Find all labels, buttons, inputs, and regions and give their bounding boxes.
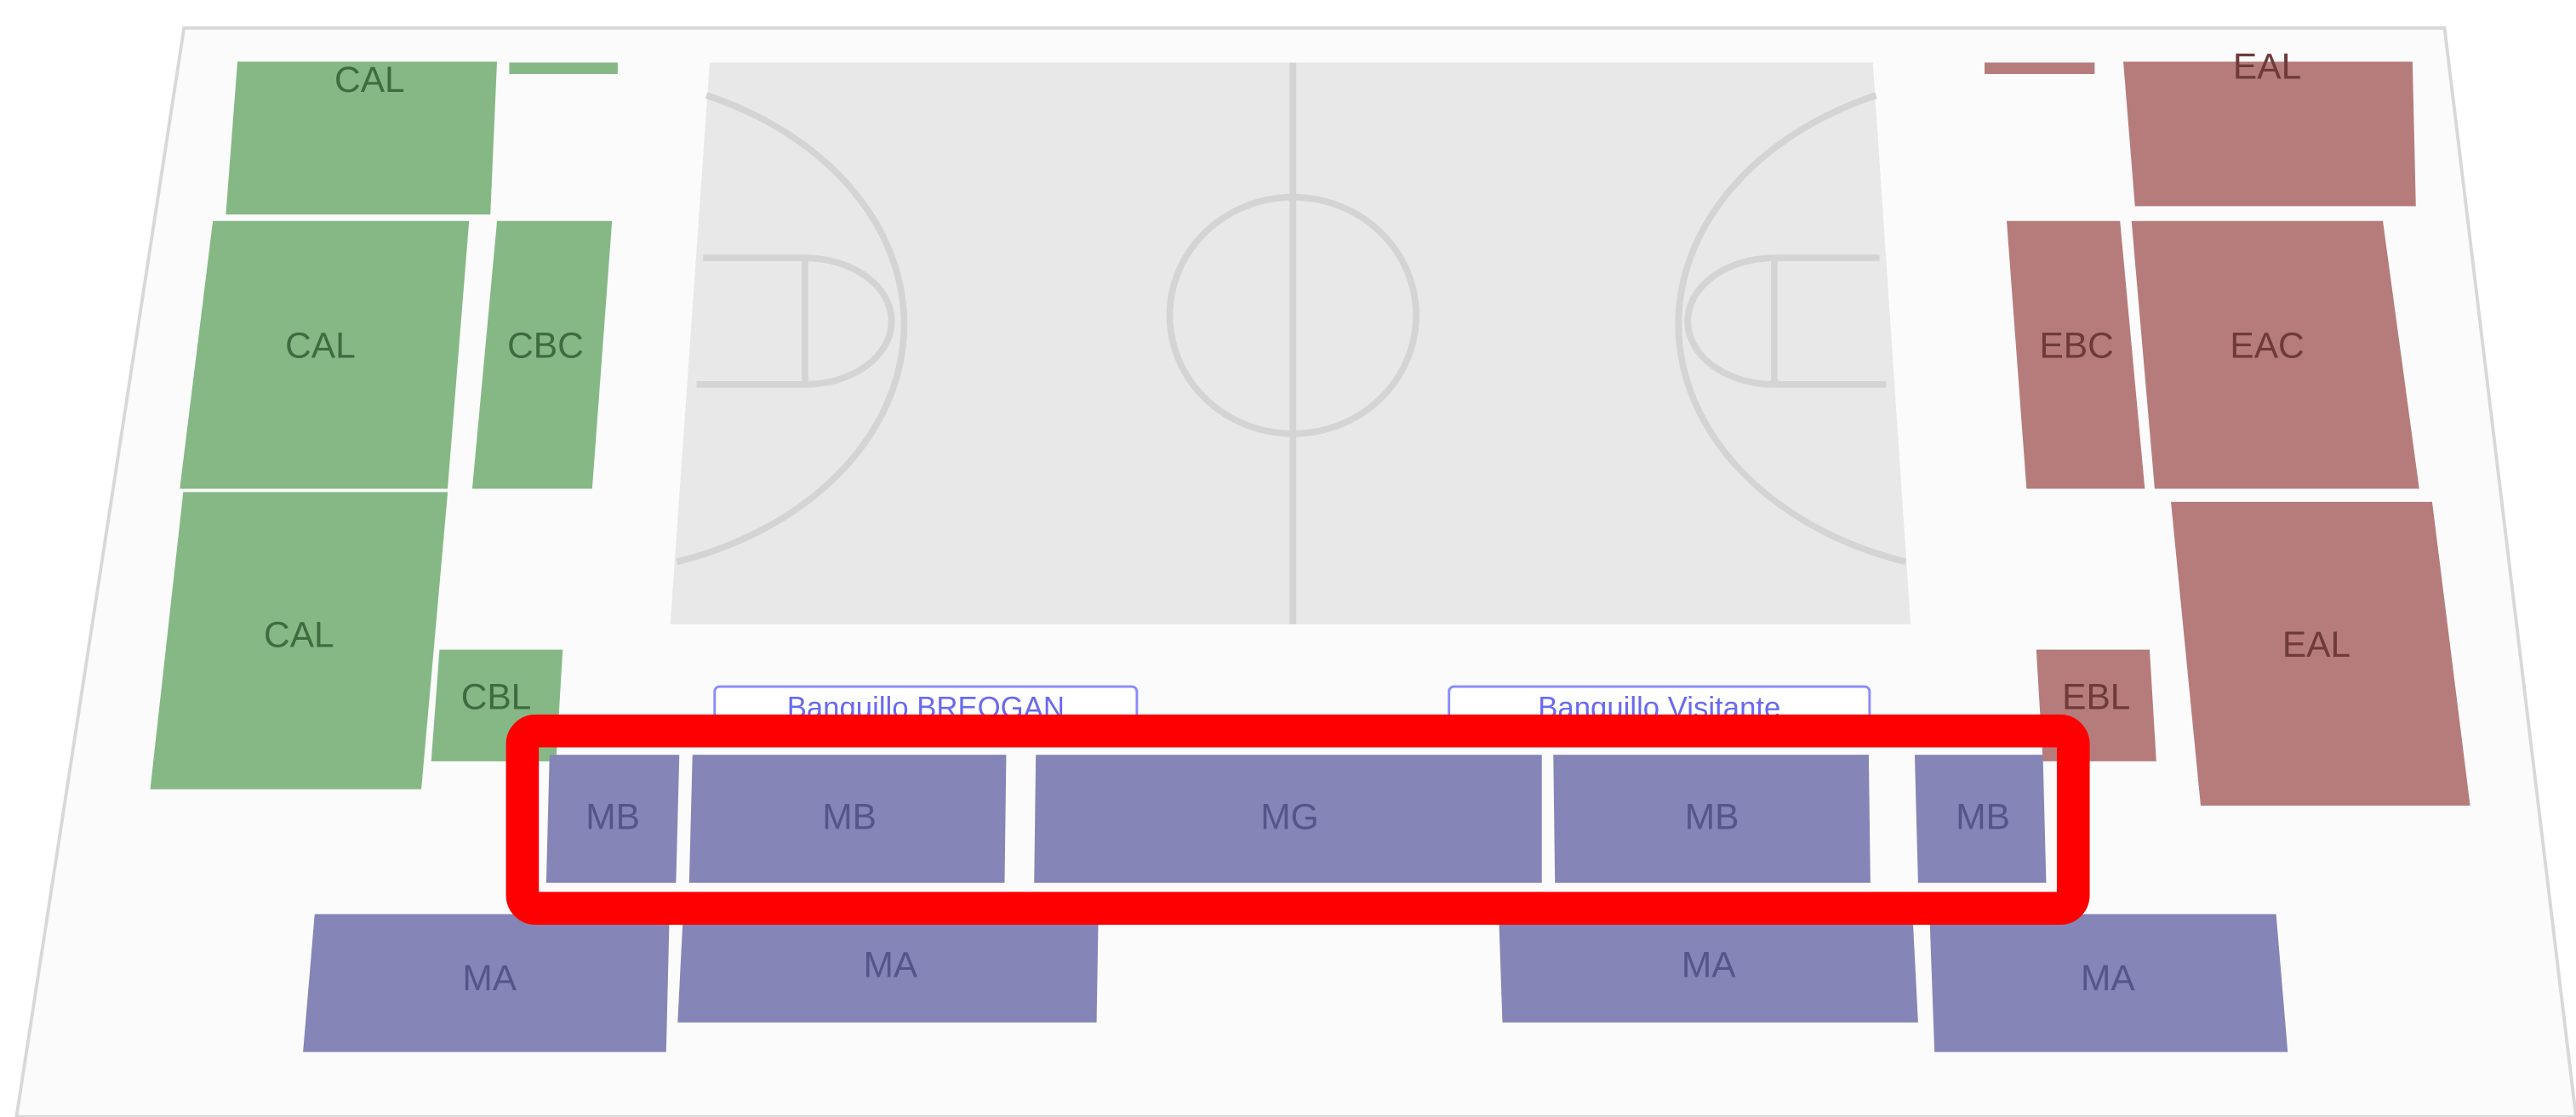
section-label: CBC [507,326,584,366]
section-shape[interactable] [150,492,448,789]
key [1684,254,1887,388]
section-shape[interactable] [688,755,1007,883]
section-label: EAL [2233,46,2301,86]
section-label: EAC [2230,326,2304,366]
section-shape[interactable] [226,61,498,215]
section-shape[interactable] [471,220,613,489]
section[interactable]: EAL [2171,501,2470,806]
section[interactable]: CAL [180,220,470,489]
key [696,254,895,388]
section[interactable]: CAL [226,60,498,215]
section-label: EBC [2039,326,2113,366]
section-label: MG [1260,797,1318,837]
sections: CAL CAL CBC CAL CBL EAL EBC EAC EBL EAL MB MB MG MB MB… [150,46,2470,1052]
section-label: MB [585,797,640,837]
section-shape[interactable] [1034,755,1542,883]
center-circle [1166,193,1419,437]
section-label: EBL [2062,677,2130,717]
section[interactable]: MB [1553,755,1871,883]
benches: Banquillo BREOGAN Banquillo Visitante [713,685,1871,724]
section-shape[interactable] [1914,755,2047,883]
section[interactable]: EAC [2131,220,2419,489]
section-shape[interactable] [180,220,470,489]
section-shape[interactable] [2007,220,2145,489]
section[interactable]: MB [545,755,680,883]
section-shape[interactable] [1929,914,2288,1052]
section-label: MA [1682,944,1736,984]
section-shape[interactable] [2171,501,2470,806]
section-shape[interactable] [2123,61,2416,207]
section-label: CBL [461,677,532,717]
section[interactable]: MB [688,755,1007,883]
section-label: MA [2081,958,2135,998]
three-point-arc [1675,92,1907,566]
section-label: CAL [334,60,405,100]
section-label: EAL [2282,624,2350,664]
section-label: CAL [264,614,334,654]
section[interactable]: MA [1499,924,1918,1023]
section-shape[interactable] [2131,220,2419,489]
section-strip [1985,62,2095,75]
court [670,62,1911,624]
section[interactable]: EAL [2123,46,2416,207]
section[interactable]: MA [303,914,670,1052]
section-label: MB [822,797,877,837]
section-label: MA [863,944,917,984]
section[interactable]: CAL [150,492,448,789]
section[interactable]: MA [677,924,1099,1023]
highlight-box [505,714,2090,925]
three-point-arc [676,92,908,566]
section-label: CAL [285,326,356,366]
section[interactable]: MA [1929,914,2288,1052]
section-label: MA [462,958,517,998]
section[interactable]: MG [1034,755,1542,883]
section-label: MB [1956,797,2010,837]
section[interactable]: EBC [2007,220,2145,489]
section-label: MB [1685,797,1739,837]
section[interactable]: CBC [471,220,613,489]
section[interactable]: MB [1914,755,2047,883]
section-strip [509,62,618,75]
section-shape[interactable] [545,755,680,883]
section-shape[interactable] [1553,755,1871,883]
